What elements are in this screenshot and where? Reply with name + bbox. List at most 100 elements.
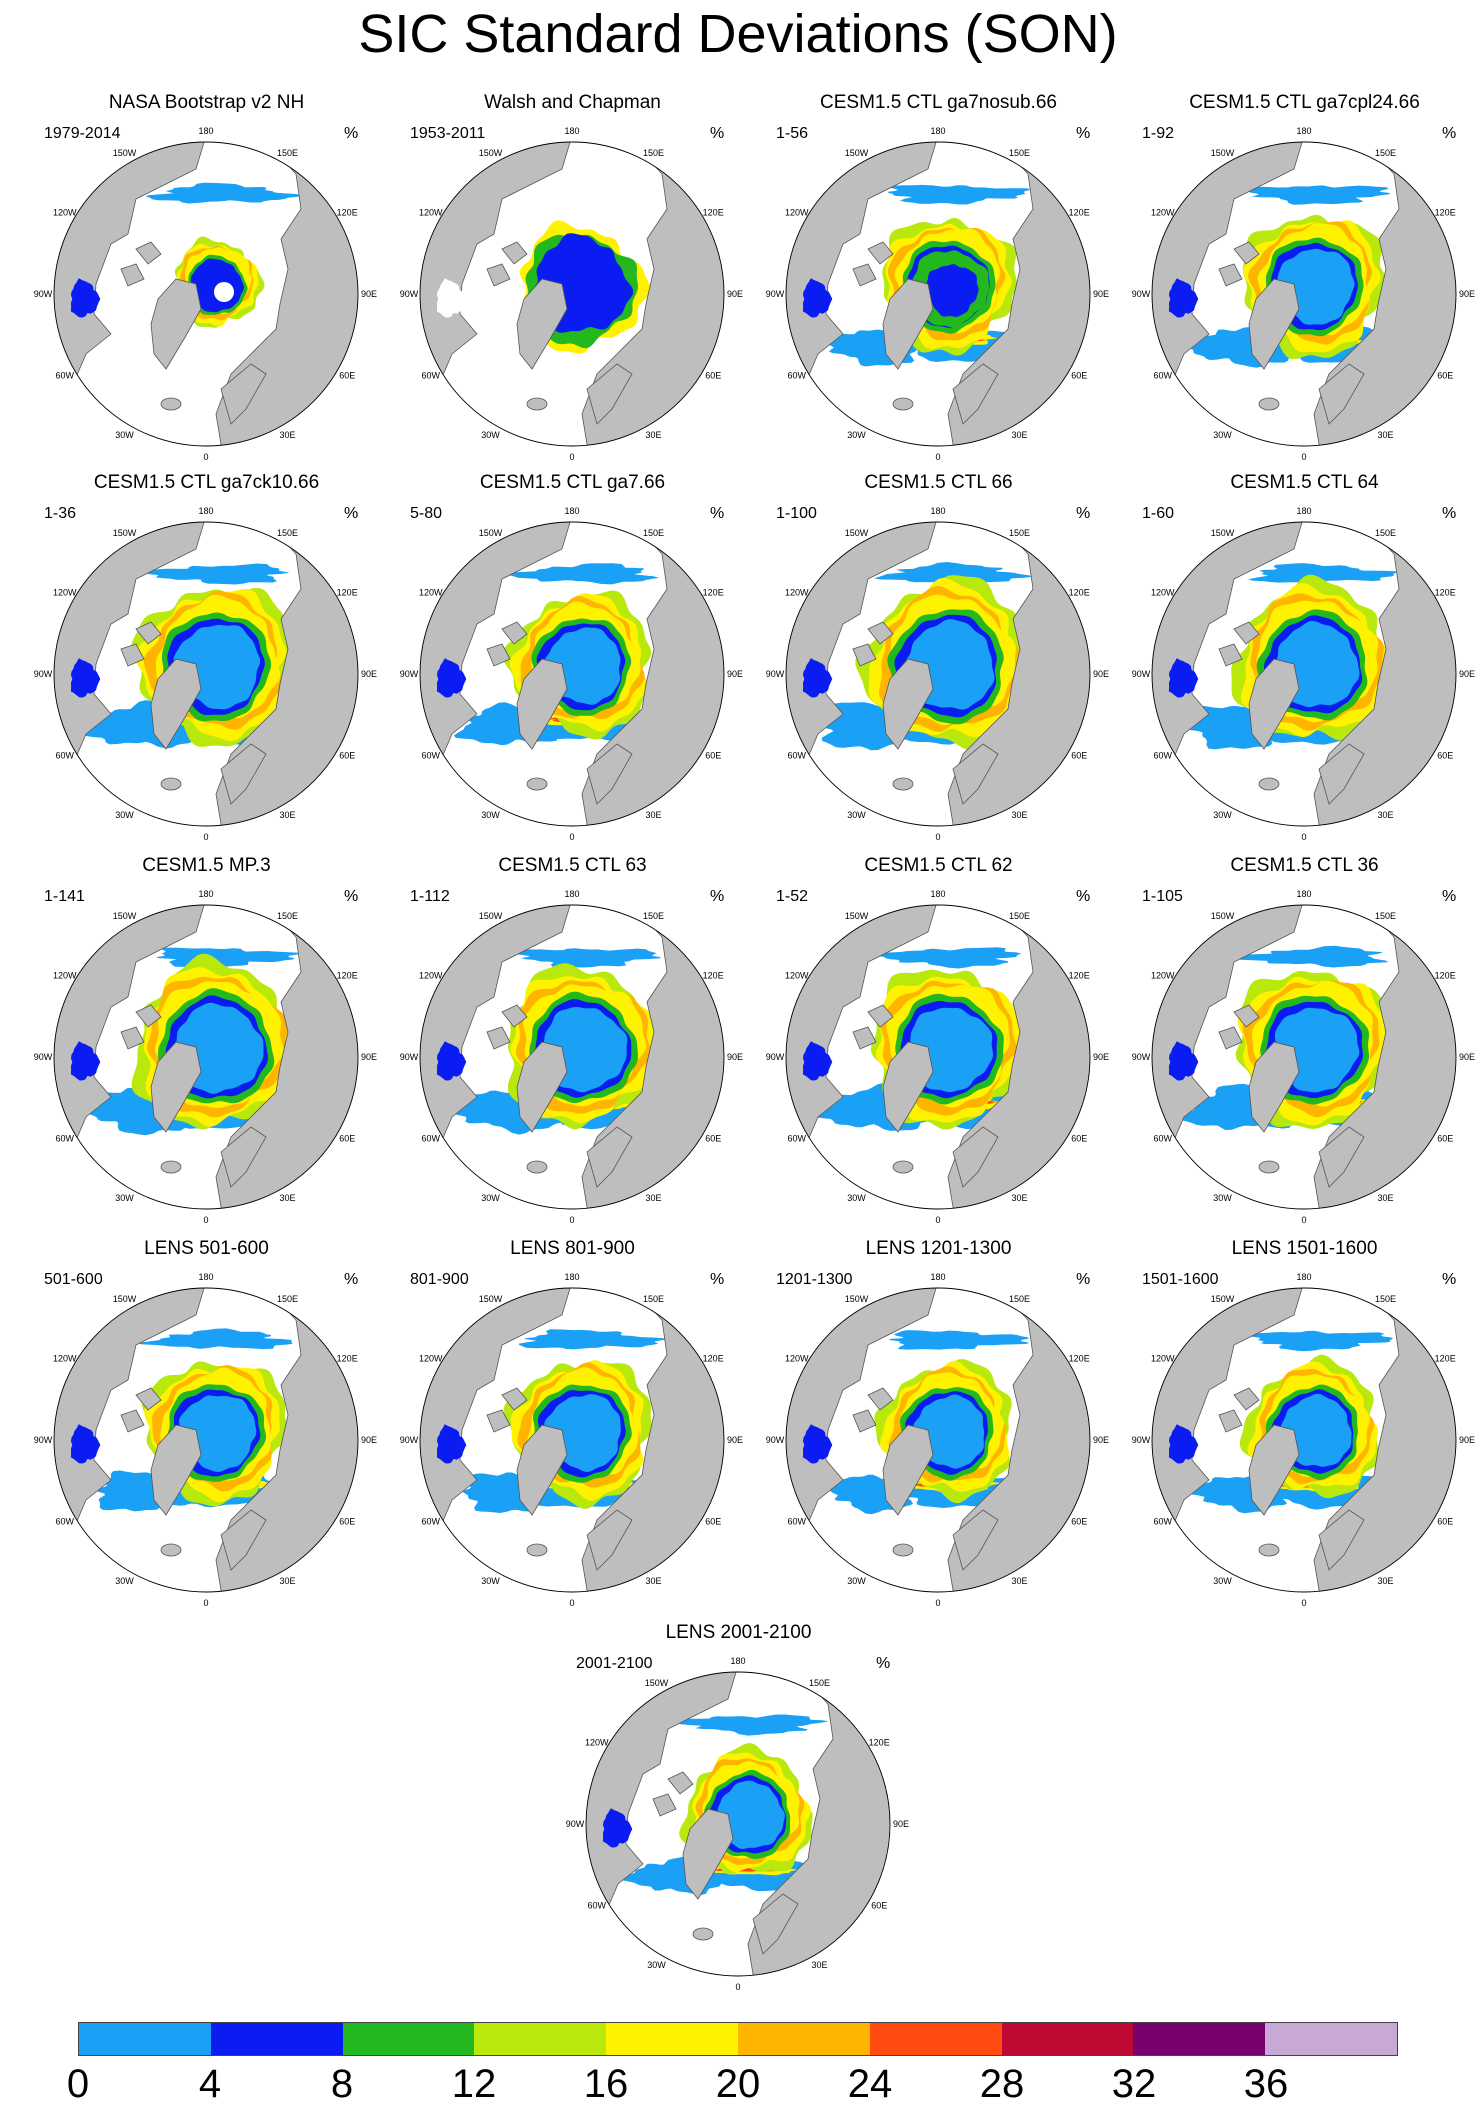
longitude-label: 150E (1375, 528, 1396, 538)
panel-title: CESM1.5 CTL 62 (864, 855, 1013, 876)
longitude-label: 30W (115, 1576, 134, 1586)
longitude-label: 150E (277, 528, 298, 538)
map-panel: LENS 1201-1300 1201-1300% 180 150E 120E 90E 60… (754, 1236, 1123, 1620)
longitude-label: 0 (935, 832, 940, 842)
colorbar (78, 2022, 1398, 2056)
longitude-label: 0 (935, 1598, 940, 1608)
longitude-label: 180 (1296, 126, 1311, 136)
map-panel: CESM1.5 CTL ga7ck10.66 1-36% 180 150E 120E 90… (22, 470, 391, 854)
longitude-label: 120W (1151, 1354, 1175, 1364)
longitude-label: 120E (1435, 208, 1456, 218)
panel-unit: % (1076, 1271, 1091, 1288)
longitude-label: 30W (481, 810, 500, 820)
map-panel: CESM1.5 CTL ga7.66 5-80% 180 150E 120E 90E 60E… (388, 470, 757, 854)
longitude-label: 150W (113, 528, 137, 538)
longitude-label: 150W (479, 1294, 503, 1304)
panel-title: CESM1.5 CTL 36 (1230, 855, 1379, 876)
longitude-label: 90W (1132, 1052, 1151, 1062)
longitude-label: 90E (1093, 1435, 1109, 1445)
polar-stereographic-map: 180 150E 120E 90E 60E 30E 0 30W 60W 90W 120W 150W (1132, 126, 1475, 462)
longitude-label: 90E (361, 289, 377, 299)
longitude-label: 30E (1377, 1576, 1393, 1586)
longitude-label: 30E (279, 430, 295, 440)
polar-stereographic-map: 180 150E 120E 90E 60E 30E 0 30W 60W 90W 120W 150W (766, 506, 1109, 842)
panel-unit: % (344, 888, 359, 905)
longitude-label: 90W (1132, 669, 1151, 679)
colorbar-tick-label: 8 (330, 2062, 354, 2106)
longitude-label: 60E (1071, 1517, 1087, 1527)
longitude-label: 150E (809, 1678, 830, 1688)
longitude-label: 30E (811, 1960, 827, 1970)
longitude-label: 30W (115, 430, 134, 440)
panel-title: LENS 2001-2100 (665, 1622, 812, 1643)
panel-unit: % (710, 888, 725, 905)
longitude-label: 90E (727, 669, 743, 679)
panel-title: LENS 801-900 (510, 1238, 635, 1259)
colorbar-tick-label: 28 (979, 2062, 1025, 2106)
map-panel: LENS 501-600 501-600% 180 150E 120E 90E 60E 30E… (22, 1236, 391, 1620)
longitude-label: 90W (1132, 1435, 1151, 1445)
longitude-label: 0 (1301, 832, 1306, 842)
longitude-label: 60E (339, 371, 355, 381)
panel-title: LENS 1201-1300 (865, 1238, 1012, 1259)
longitude-label: 120E (1069, 208, 1090, 218)
longitude-label: 120W (785, 1354, 809, 1364)
colorbar-tick-label: 32 (1111, 2062, 1157, 2106)
longitude-label: 0 (935, 1215, 940, 1225)
colorbar-swatch (342, 2023, 475, 2055)
longitude-label: 30W (481, 430, 500, 440)
panel-unit: % (876, 1655, 891, 1672)
panel-year-range: 5-80 (410, 505, 443, 522)
longitude-label: 120E (703, 588, 724, 598)
colorbar-tick-label: 4 (198, 2062, 222, 2106)
longitude-label: 150W (479, 148, 503, 158)
longitude-label: 90W (400, 1435, 419, 1445)
longitude-label: 60W (588, 1901, 607, 1911)
longitude-label: 120W (585, 1738, 609, 1748)
longitude-label: 90W (34, 289, 53, 299)
longitude-label: 120W (419, 971, 443, 981)
colorbar-tick-label: 24 (847, 2062, 893, 2106)
map-panel: CESM1.5 MP.3 1-141% 180 150E 120E 90E 60E 30E 0 3… (22, 853, 391, 1237)
longitude-label: 120E (337, 971, 358, 981)
longitude-label: 0 (935, 452, 940, 462)
map-content (786, 142, 1090, 446)
polar-stereographic-map: 180 150E 120E 90E 60E 30E 0 30W 60W 90W 120W 150W (1132, 1272, 1475, 1608)
longitude-label: 90W (34, 1052, 53, 1062)
longitude-label: 90W (400, 289, 419, 299)
longitude-label: 30E (279, 1193, 295, 1203)
longitude-label: 120E (337, 1354, 358, 1364)
longitude-label: 30E (1377, 810, 1393, 820)
longitude-label: 0 (203, 832, 208, 842)
longitude-label: 120E (1069, 1354, 1090, 1364)
longitude-label: 30W (847, 1576, 866, 1586)
colorbar-swatch (606, 2023, 738, 2055)
panel-year-range: 1-56 (776, 125, 809, 142)
map-panel: LENS 801-900 801-900% 180 150E 120E 90E 60E 30E… (388, 1236, 757, 1620)
colorbar-swatch (1133, 2023, 1266, 2055)
longitude-label: 120W (1151, 588, 1175, 598)
map-content (54, 522, 358, 826)
longitude-label: 30E (645, 430, 661, 440)
map-content (1152, 142, 1456, 446)
panel-year-range: 1979-2014 (44, 125, 121, 142)
longitude-label: 150E (643, 528, 664, 538)
longitude-label: 60W (422, 1517, 441, 1527)
map-panel: NASA Bootstrap v2 NH 1979-2014% 180 150E 120… (22, 90, 391, 474)
map-panel: CESM1.5 CTL 36 1-105% 180 150E 120E 90E 60E 30E… (1120, 853, 1476, 1237)
map-content (1152, 905, 1456, 1209)
longitude-label: 0 (569, 1215, 574, 1225)
longitude-label: 120E (703, 971, 724, 981)
longitude-label: 30W (1213, 1576, 1232, 1586)
polar-stereographic-map: 180 150E 120E 90E 60E 30E 0 30W 60W 90W 120W 150W (34, 889, 377, 1225)
polar-stereographic-map: 180 150E 120E 90E 60E 30E 0 30W 60W 90W 120W 150W (400, 889, 743, 1225)
longitude-label: 60E (871, 1901, 887, 1911)
longitude-label: 30E (1011, 1576, 1027, 1586)
polar-stereographic-map: 180 150E 120E 90E 60E 30E 0 30W 60W 90W 120W 150W (766, 889, 1109, 1225)
longitude-label: 120E (337, 208, 358, 218)
longitude-label: 90W (400, 1052, 419, 1062)
longitude-label: 180 (564, 506, 579, 516)
longitude-label: 180 (930, 506, 945, 516)
longitude-label: 30W (115, 1193, 134, 1203)
longitude-label: 30E (645, 1193, 661, 1203)
